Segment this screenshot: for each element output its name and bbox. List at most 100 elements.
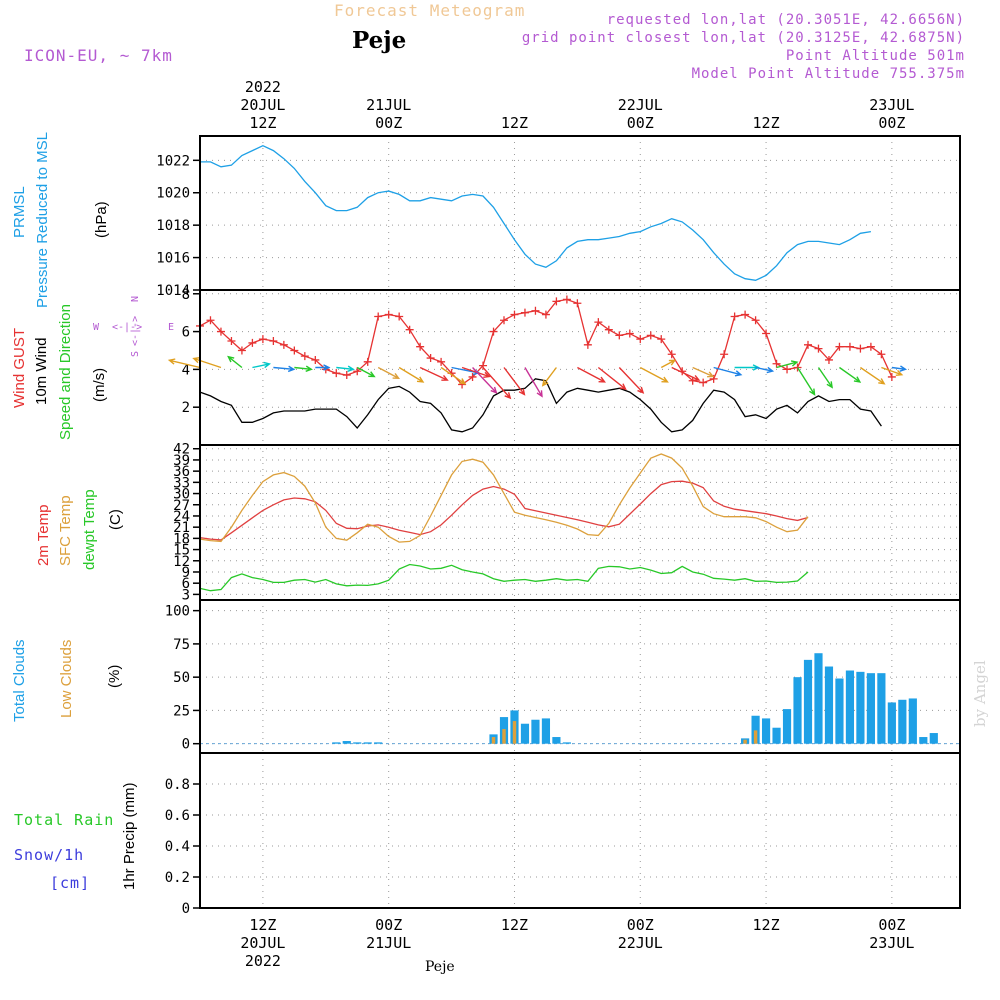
y-tick-label: 36 xyxy=(173,464,190,480)
wind-direction-arrow xyxy=(461,366,491,378)
total-clouds-bar xyxy=(845,670,855,744)
compass-south: S xyxy=(130,351,141,357)
gust-marker xyxy=(573,299,582,308)
pressure-unit: (hPa) xyxy=(93,201,110,238)
total-clouds-bar xyxy=(332,742,341,744)
wind-direction-arrow xyxy=(597,366,627,391)
wind-panel: Wind GUST 10m Wind Speed and Direction (… xyxy=(11,287,961,446)
precip-axis-label: 1hr Precip (mm) xyxy=(121,782,138,890)
credit-watermark: by Angel xyxy=(971,660,989,727)
total-clouds-bar xyxy=(531,719,540,744)
gust-marker xyxy=(625,329,634,338)
compass-east: E xyxy=(168,322,174,333)
model-altitude: Model Point Altitude 755.375m xyxy=(692,66,965,82)
y-tick-label: 0 xyxy=(182,737,190,753)
gust-marker xyxy=(489,327,498,336)
y-tick-label: 75 xyxy=(173,637,190,653)
gust-marker xyxy=(804,340,812,349)
wind-direction-arrow xyxy=(252,361,271,369)
total-rain-label: Total Rain xyxy=(14,811,114,829)
y-tick-label: 42 xyxy=(173,442,190,458)
total-clouds-bar xyxy=(877,673,886,744)
wind-speed-dir-label: Speed and Direction xyxy=(57,304,74,440)
gust-marker xyxy=(248,338,257,347)
compass-arrows-v: <-|-> xyxy=(130,316,141,346)
y-tick-label: 27 xyxy=(173,498,190,514)
gust-marker xyxy=(237,346,246,355)
wind-direction-arrow xyxy=(796,367,816,396)
gust-marker xyxy=(866,342,875,351)
wind-direction-arrow xyxy=(192,357,222,369)
gust-marker xyxy=(793,363,802,372)
y-tick-label: 25 xyxy=(173,703,190,719)
total-clouds-bar xyxy=(835,678,844,744)
wind-direction-arrow xyxy=(294,365,313,372)
panel-frame xyxy=(199,135,961,291)
y-tick-label: 0.6 xyxy=(165,808,190,824)
y-tick-label: 2 xyxy=(182,400,190,416)
wind-direction-arrow xyxy=(356,366,376,378)
total-clouds-bar xyxy=(803,659,813,744)
gust-marker xyxy=(353,367,362,376)
wind-direction-arrow xyxy=(618,367,645,394)
wind-direction-arrow xyxy=(860,366,886,385)
panel-frame xyxy=(199,444,961,601)
temp-unit: (C) xyxy=(107,509,124,530)
gust-marker xyxy=(279,340,288,349)
y-tick-label: 6 xyxy=(182,576,190,592)
total-clouds-bar xyxy=(761,718,771,744)
y-tick-label: 0.2 xyxy=(165,870,190,886)
gust-marker xyxy=(741,310,750,319)
total-clouds-bar xyxy=(541,718,551,744)
wind-direction-arrow xyxy=(541,367,557,387)
total-clouds-bar xyxy=(866,673,875,744)
10m-wind-line xyxy=(199,378,882,433)
y-tick-label: 50 xyxy=(173,670,190,686)
t2m-label: 2m Temp xyxy=(35,505,52,566)
gust-marker xyxy=(269,337,278,346)
gust-marker xyxy=(720,350,729,359)
gust-marker xyxy=(227,337,236,346)
time-label-bottom: 12Z xyxy=(501,916,528,934)
gust-marker xyxy=(510,310,519,319)
gust-marker xyxy=(426,354,435,363)
gust-marker xyxy=(258,335,267,344)
y-tick-label: 0 xyxy=(182,901,190,917)
gust-marker xyxy=(762,329,771,338)
time-label-top: 23JUL xyxy=(869,96,914,114)
gust-marker xyxy=(636,335,645,344)
gust-marker xyxy=(552,297,561,306)
compass-north: N xyxy=(130,296,141,302)
total-clouds-bar xyxy=(887,702,896,744)
wind-direction-arrow xyxy=(660,359,677,369)
time-label-bottom: 00Z xyxy=(878,916,905,934)
y-tick-label: 1016 xyxy=(156,251,190,267)
panel-frame xyxy=(199,752,961,909)
total-clouds-bar xyxy=(772,727,781,744)
gust-marker xyxy=(730,312,739,321)
clouds-panel: Total Clouds Low Clouds (%) 0 25 50 75 100 xyxy=(11,599,961,754)
time-label-bottom: 00Z xyxy=(627,916,654,934)
wind-direction-arrow xyxy=(315,364,331,371)
wind-direction-arrow xyxy=(755,366,775,374)
total-clouds-bar xyxy=(782,709,792,744)
wind-gust-label: Wind GUST xyxy=(11,328,28,408)
wind-direction-arrow xyxy=(398,366,425,383)
grid-point-coords: grid point closest lon,lat (20.3125E, 42… xyxy=(522,30,965,46)
gust-marker xyxy=(468,372,477,381)
point-altitude: Point Altitude 501m xyxy=(786,48,965,64)
y-tick-label: 4 xyxy=(182,362,190,378)
time-label-top: 22JUL xyxy=(618,96,663,114)
time-label-bottom: 12Z xyxy=(753,916,780,934)
wind-direction-arrow xyxy=(472,367,498,394)
gust-marker xyxy=(699,378,708,387)
time-label-bottom: 23JUL xyxy=(869,934,914,952)
precip-panel: Total Rain Snow/1h [cm] 1hr Precip (mm) … xyxy=(14,752,961,917)
wind-direction-arrow xyxy=(167,358,201,369)
pressure-label-2: Pressure Reduced to MSL xyxy=(34,132,51,308)
y-tick-label: 1014 xyxy=(156,283,190,299)
y-tick-label: 0.4 xyxy=(165,839,190,855)
gust-marker xyxy=(384,310,393,319)
